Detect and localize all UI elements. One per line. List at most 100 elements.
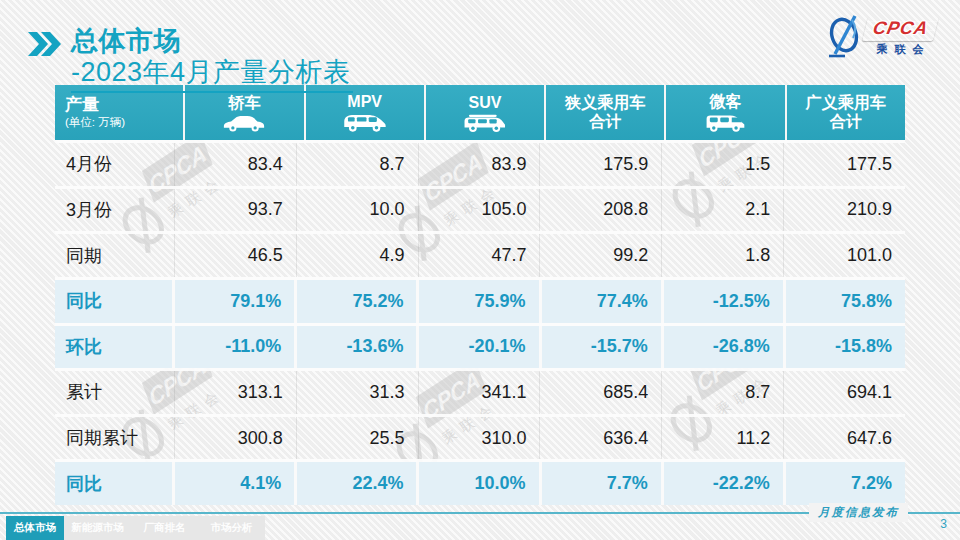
row-label: 累计 xyxy=(55,371,174,414)
title-row: 总体市场-2023年4月产量分析表 xyxy=(28,26,353,93)
column-header: 微客 xyxy=(664,85,784,140)
table-cell: 46.5 xyxy=(174,234,296,277)
table-cell: -20.1% xyxy=(416,326,538,369)
cpca-logo: CPCA 乘联会 xyxy=(825,14,936,60)
table-cell: 8.7 xyxy=(661,371,783,414)
table-cell: 210.9 xyxy=(783,189,905,232)
table-cell: 694.1 xyxy=(783,371,905,414)
column-header-label: 广义乘用车 xyxy=(806,93,886,113)
table-cell: 31.3 xyxy=(296,371,418,414)
column-header: 狭义乘用车合计 xyxy=(544,85,664,140)
table-cell: 636.4 xyxy=(539,417,661,460)
table-cell: 83.4 xyxy=(174,143,296,186)
column-header-label2: 合计 xyxy=(589,113,621,131)
table-cell: 99.2 xyxy=(539,234,661,277)
table-header-row: 产量(单位: 万辆)轿车MPVSUV狭义乘用车合计微客广义乘用车合计 xyxy=(55,85,905,140)
row-label: 同比 xyxy=(55,462,172,505)
table-cell: 175.9 xyxy=(539,143,661,186)
table-row: 同比4.1%22.4%10.0%7.7%-22.2%7.2% xyxy=(55,459,905,505)
table-cell: 75.8% xyxy=(783,280,905,323)
corner-header-cell: 产量(单位: 万辆) xyxy=(55,85,183,140)
table-row: 累计313.131.3341.1685.48.7694.1 xyxy=(55,368,905,414)
table-cell: 208.8 xyxy=(539,189,661,232)
column-header-label: 微客 xyxy=(710,92,742,112)
cpca-logo-text: CPCA 乘联会 xyxy=(865,17,936,57)
page-title-subject: -2023年4月产量分析表 xyxy=(71,57,351,88)
table-cell: 7.7% xyxy=(539,462,661,505)
table-cell: 75.2% xyxy=(294,280,416,323)
table-cell: 2.1 xyxy=(661,189,783,232)
table-cell: 1.5 xyxy=(661,143,783,186)
table-cell: 4.1% xyxy=(172,462,294,505)
table-cell: -11.0% xyxy=(172,326,294,369)
mpv-icon xyxy=(341,113,389,133)
table-cell: 105.0 xyxy=(418,189,540,232)
tab-overall-market[interactable]: 总体市场 xyxy=(6,516,64,540)
column-header: SUV xyxy=(424,85,544,140)
row-label: 4月份 xyxy=(55,143,174,186)
table-cell: -15.7% xyxy=(539,326,661,369)
cpca-acronym-badge: CPCA xyxy=(862,17,939,41)
tab-market-analysis[interactable]: 市场分析 xyxy=(198,516,265,540)
column-header: MPV xyxy=(304,85,424,140)
cpca-subtitle: 乘联会 xyxy=(870,42,930,57)
table-cell: 313.1 xyxy=(174,371,296,414)
row-label: 同期累计 xyxy=(55,417,174,460)
cpca-swoosh-icon xyxy=(825,14,863,60)
tab-manufacturer-ranking[interactable]: 厂商排名 xyxy=(131,516,198,540)
sedan-icon xyxy=(221,114,267,133)
suv-icon xyxy=(461,114,509,133)
table-cell: 7.2% xyxy=(783,462,905,505)
column-header: 广义乘用车合计 xyxy=(785,85,905,140)
table-row: 同期累计300.825.5310.0636.411.2647.6 xyxy=(55,414,905,460)
double-chevron-right-icon xyxy=(28,32,62,56)
table-row: 环比-11.0%-13.6%-20.1%-15.7%-26.8%-15.8% xyxy=(55,323,905,369)
table-cell: 25.5 xyxy=(296,417,418,460)
production-table: 产量(单位: 万辆)轿车MPVSUV狭义乘用车合计微客广义乘用车合计4月份83.… xyxy=(55,85,905,505)
table-cell: 83.9 xyxy=(418,143,540,186)
table-cell: 310.0 xyxy=(418,417,540,460)
table-cell: -15.8% xyxy=(783,326,905,369)
table-cell: 341.1 xyxy=(418,371,540,414)
column-header-label2: 合计 xyxy=(830,113,862,131)
table-cell: 79.1% xyxy=(172,280,294,323)
corner-unit: (单位: 万辆) xyxy=(65,115,125,130)
row-label: 同比 xyxy=(55,280,172,323)
table-row: 3月份93.710.0105.0208.82.1210.9 xyxy=(55,186,905,232)
table-cell: 47.7 xyxy=(418,234,540,277)
table-cell: -12.5% xyxy=(661,280,783,323)
table-cell: 10.0 xyxy=(296,189,418,232)
van-icon xyxy=(703,113,749,133)
table-cell: 8.7 xyxy=(296,143,418,186)
table-cell: 1.8 xyxy=(661,234,783,277)
footer-tab-bar: 总体市场新能源市场厂商排名市场分析 xyxy=(0,516,265,540)
table-cell: 93.7 xyxy=(174,189,296,232)
column-header-label: 轿车 xyxy=(228,93,260,113)
table-cell: 77.4% xyxy=(539,280,661,323)
page-title: 总体市场-2023年4月产量分析表 xyxy=(71,26,353,93)
table-cell: 4.9 xyxy=(296,234,418,277)
row-label: 环比 xyxy=(55,326,172,369)
table-cell: 11.2 xyxy=(661,417,783,460)
publish-label: 月度信息发布 xyxy=(809,503,908,522)
table-cell: 300.8 xyxy=(174,417,296,460)
row-label: 同期 xyxy=(55,234,174,277)
table-cell: 10.0% xyxy=(416,462,538,505)
page-number: 3 xyxy=(940,517,947,531)
table-cell: -26.8% xyxy=(661,326,783,369)
column-header-label: SUV xyxy=(469,93,502,113)
table-row: 同期46.54.947.799.21.8101.0 xyxy=(55,231,905,277)
tab-nev-market[interactable]: 新能源市场 xyxy=(64,516,131,540)
table-cell: 685.4 xyxy=(539,371,661,414)
corner-title: 产量 xyxy=(65,95,99,115)
column-header-label: 狭义乘用车 xyxy=(565,93,645,113)
table-cell: -13.6% xyxy=(294,326,416,369)
page-title-section: 总体市场 xyxy=(71,26,181,56)
row-label: 3月份 xyxy=(55,189,174,232)
column-header: 轿车 xyxy=(183,85,303,140)
column-header-label: MPV xyxy=(347,92,382,112)
slide: 总体市场-2023年4月产量分析表 CPCA 乘联会 CPCA乘联会CPCA乘联… xyxy=(0,0,960,540)
table-cell: 647.6 xyxy=(783,417,905,460)
table-row: 4月份83.48.783.9175.91.5177.5 xyxy=(55,140,905,186)
table-cell: 177.5 xyxy=(783,143,905,186)
